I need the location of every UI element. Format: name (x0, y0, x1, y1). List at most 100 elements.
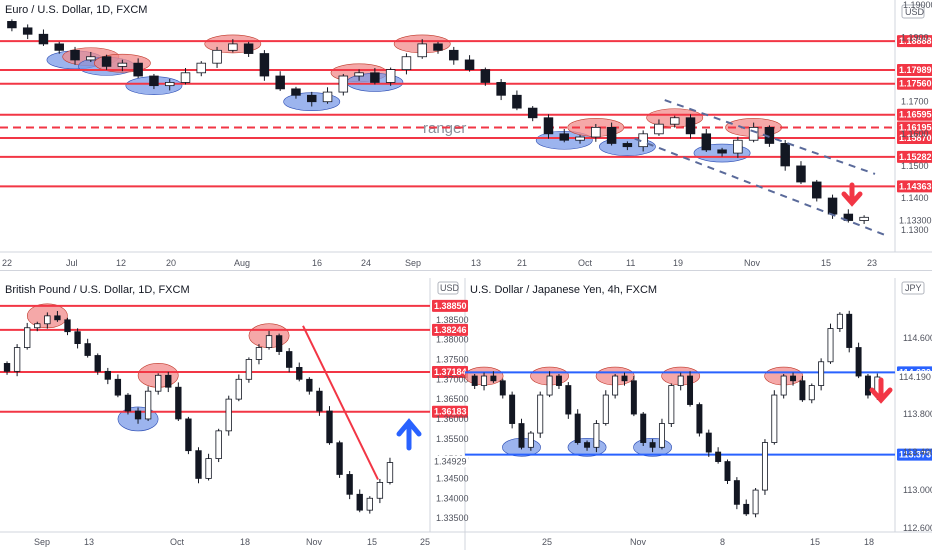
candle-body (509, 394, 516, 424)
usdjpy-currency-badge-box (901, 281, 925, 295)
candle-body (74, 331, 81, 345)
gbpusd-divider (0, 270, 932, 271)
x-tick-label: 21 (517, 258, 527, 268)
candle-body (124, 394, 132, 412)
eurusd-currency-badge: USD (905, 7, 925, 17)
candle-body (94, 355, 101, 372)
candle-body (286, 351, 293, 368)
candle-body (512, 94, 522, 109)
candle-body (165, 374, 172, 388)
level-label: 1.38246 (434, 325, 467, 335)
x-tick-label: 25 (542, 537, 552, 547)
level-label: 1.16595 (899, 110, 932, 120)
candle-body (621, 375, 628, 382)
candle-body (790, 375, 797, 382)
candle-body (356, 493, 363, 511)
level-label: 1.17989 (899, 65, 932, 75)
x-tick-label: 24 (361, 258, 371, 268)
candle-body (654, 123, 664, 135)
y-tick-label: 1.1700 (901, 97, 929, 107)
candle-body (307, 94, 317, 103)
x-tick-label: 8 (720, 537, 725, 547)
gbpusd-x-axis: Sep 13 Oct 18 Nov 15 25 (34, 537, 430, 547)
candle-body (490, 375, 497, 382)
candle-body (724, 461, 731, 481)
candle-body (144, 390, 152, 420)
candle-body (225, 398, 232, 432)
candle-body (117, 62, 128, 67)
x-tick-label: 16 (312, 258, 322, 268)
candle-body (155, 374, 162, 392)
candle-body (612, 375, 619, 396)
candle-body (385, 69, 396, 83)
candle-body (64, 319, 71, 333)
level-tag (897, 63, 932, 76)
y-tick-label: 1.36000 (436, 414, 469, 424)
candle-body (827, 328, 834, 363)
gbpusd-currency-badge-box (437, 281, 459, 295)
channel-lower (634, 137, 886, 236)
candle-body (7, 21, 17, 29)
candle-body (705, 432, 712, 453)
candle-body (715, 451, 722, 462)
candle-body (622, 143, 633, 148)
candle-body (336, 442, 343, 475)
level-tag (897, 448, 932, 461)
x-tick-label: 18 (864, 537, 874, 547)
candle-body (630, 380, 637, 415)
candle-body (149, 75, 159, 87)
candle-body (54, 43, 64, 51)
candle-body (180, 72, 191, 83)
candle-body (668, 385, 675, 424)
eurusd-trend-channel (634, 99, 886, 236)
candle-body (84, 343, 91, 356)
gbpusd-panel: British Pound / U.S. Dollar, 1D, FXCM US… (0, 270, 932, 550)
candle-body (133, 62, 143, 77)
y-tick-label: 113.800 (903, 409, 932, 419)
candle-body (743, 503, 750, 515)
candle-body (836, 313, 843, 329)
candle-body (846, 313, 853, 348)
candle-body (401, 56, 412, 70)
level-tag (432, 405, 468, 418)
candle-body (449, 49, 459, 61)
candle-body (376, 481, 384, 499)
candle-body (843, 213, 854, 221)
candle-body (235, 378, 242, 400)
candle-body (575, 136, 585, 141)
candle-body (326, 410, 333, 444)
candle-body (322, 91, 333, 103)
candle-body (38, 33, 49, 45)
candle-body (669, 117, 680, 125)
candle-body (275, 335, 283, 352)
channel-upper (664, 99, 876, 175)
candle-body (864, 375, 871, 396)
candle-body (134, 410, 142, 420)
candle-body (54, 315, 61, 321)
candle-body (696, 404, 703, 434)
candle-body (346, 474, 353, 495)
x-tick-label: Nov (306, 537, 323, 547)
candle-body (44, 315, 51, 325)
eurusd-candles (7, 19, 869, 224)
y-tick-label: 1.38500 (436, 315, 469, 325)
usdjpy-x-axis: 25 Nov 8 15 18 (542, 537, 874, 547)
candle-body (640, 413, 647, 443)
usdjpy-signal (869, 377, 893, 404)
candle-body (546, 375, 553, 396)
candle-body (677, 375, 684, 386)
x-tick-label: 19 (673, 258, 683, 268)
candle-body (527, 432, 534, 448)
candle-body (761, 442, 768, 491)
candle-body (366, 497, 373, 511)
candle-body (701, 133, 712, 151)
gbpusd-currency-badge: USD (440, 283, 460, 293)
level-tag (897, 35, 932, 48)
level-tag (897, 131, 932, 144)
candle-body (185, 418, 192, 452)
x-tick-label: 15 (810, 537, 820, 547)
top-price-label: 1.19000 (903, 0, 932, 10)
x-tick-label: 20 (166, 258, 176, 268)
candle-body (175, 386, 182, 420)
